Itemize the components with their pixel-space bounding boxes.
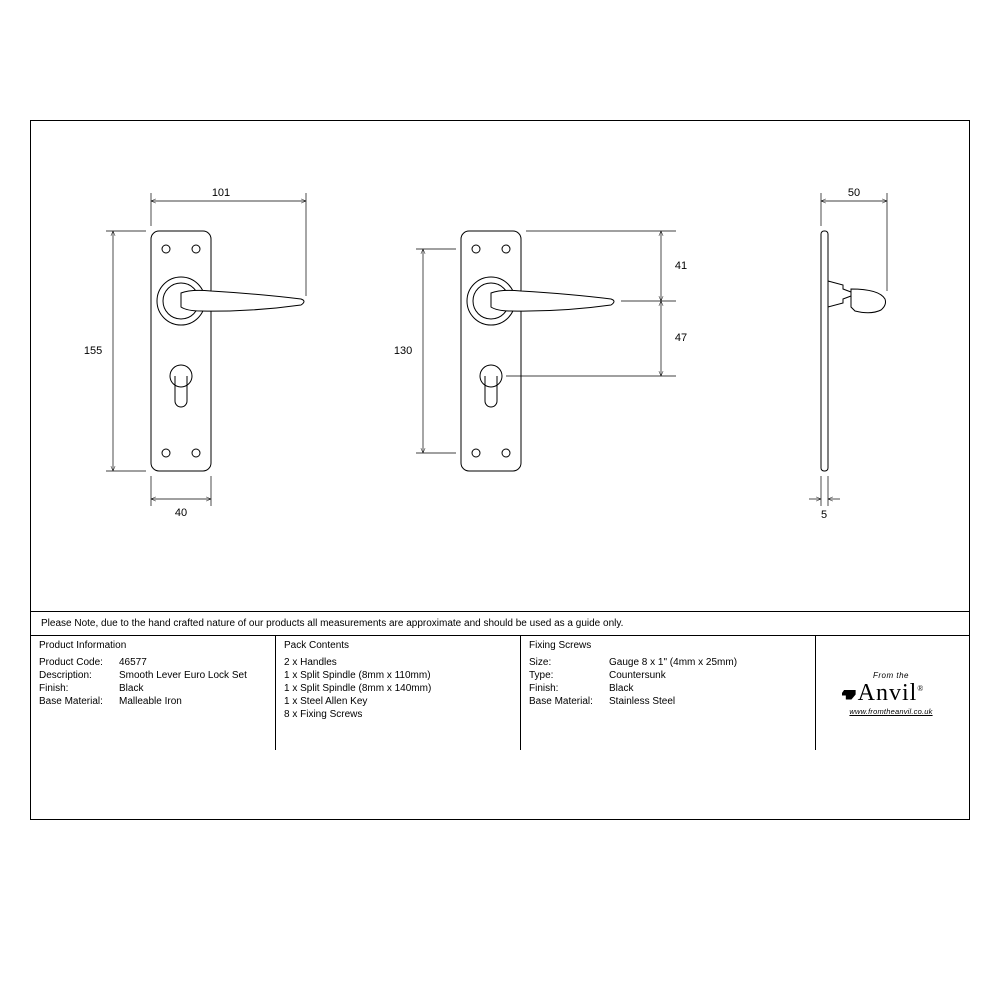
dim-depth: 50: [848, 187, 860, 199]
disclaimer-note: Please Note, due to the hand crafted nat…: [31, 611, 969, 635]
brand-url: www.fromtheanvil.co.uk: [849, 707, 932, 716]
dim-thickness: 5: [821, 509, 827, 521]
brand-tagline: From the: [873, 671, 909, 680]
fixing-screws-col: Fixing Screws Size:Gauge 8 x 1" (4mm x 2…: [521, 636, 816, 750]
drawing-sheet: 101 155 40: [30, 120, 970, 820]
dim-plate-height: 155: [84, 345, 102, 357]
product-info-col: Product Information Product Code:46577 D…: [31, 636, 276, 750]
brand-logo: From the Anvil® www.fromtheanvil.co.uk: [816, 636, 966, 750]
anvil-icon: [842, 690, 856, 700]
fixing-screws-header: Fixing Screws: [529, 640, 807, 657]
product-info-header: Product Information: [39, 640, 267, 657]
dim-plate-width: 40: [175, 507, 187, 519]
dim-handle-to-keyhole: 47: [675, 332, 687, 344]
info-panel: Product Information Product Code:46577 D…: [31, 635, 969, 750]
dim-top-to-handle: 41: [675, 260, 687, 272]
pack-contents-col: Pack Contents 2 x Handles 1 x Split Spin…: [276, 636, 521, 750]
pack-contents-header: Pack Contents: [284, 640, 512, 657]
dim-screw-spacing: 130: [394, 345, 412, 357]
technical-drawing: 101 155 40: [31, 121, 969, 611]
brand-name: Anvil®: [858, 680, 925, 707]
dim-lever-width: 101: [212, 187, 230, 199]
